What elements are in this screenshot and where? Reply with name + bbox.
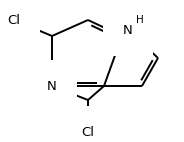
Text: N: N bbox=[47, 80, 57, 92]
Text: N: N bbox=[123, 23, 133, 36]
Text: H: H bbox=[136, 15, 144, 25]
Text: Cl: Cl bbox=[8, 13, 20, 27]
Text: N: N bbox=[123, 23, 133, 36]
Text: Cl: Cl bbox=[82, 126, 95, 138]
